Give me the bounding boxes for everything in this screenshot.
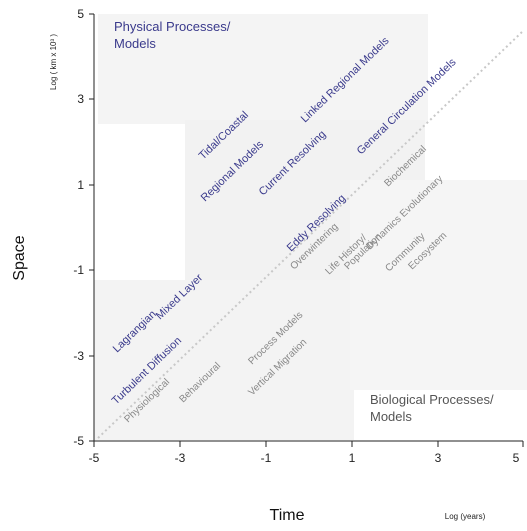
y-tick-label: -1 — [73, 263, 84, 277]
x-axis-unit: Log (years) — [445, 512, 486, 521]
shade-region-right — [350, 180, 527, 390]
x-tick-label: -1 — [261, 451, 272, 465]
axes — [89, 13, 524, 447]
shaded-regions — [94, 14, 527, 440]
y-tick-label: 5 — [77, 7, 84, 21]
x-tick-label: 3 — [435, 451, 442, 465]
physical-processes-label: Physical Processes/ — [114, 19, 231, 34]
x-tick-label: -5 — [89, 451, 100, 465]
x-tick-label: -3 — [175, 451, 186, 465]
x-axis-title: Time — [270, 507, 305, 524]
biological-processes-label-line2: Models — [370, 409, 412, 424]
x-tick-labels: -5 -3 -1 1 3 5 — [89, 451, 520, 465]
y-tick-label: -3 — [73, 349, 84, 363]
y-axis-title: Space — [11, 235, 28, 280]
y-tick-label: 1 — [77, 178, 84, 192]
x-tick-label: 5 — [513, 451, 520, 465]
y-tick-labels: 5 3 1 -1 -3 -5 — [73, 7, 84, 448]
y-tick-label: 3 — [77, 92, 84, 106]
physical-processes-label-line2: Models — [114, 36, 156, 51]
shade-region-top — [98, 14, 428, 124]
shade-region-left — [94, 280, 354, 440]
biological-processes-label: Biological Processes/ — [370, 392, 494, 407]
y-tick-label: -5 — [73, 434, 84, 448]
x-tick-label: 1 — [349, 451, 356, 465]
y-axis-unit: Log ( km x 10³ ) — [49, 34, 58, 90]
